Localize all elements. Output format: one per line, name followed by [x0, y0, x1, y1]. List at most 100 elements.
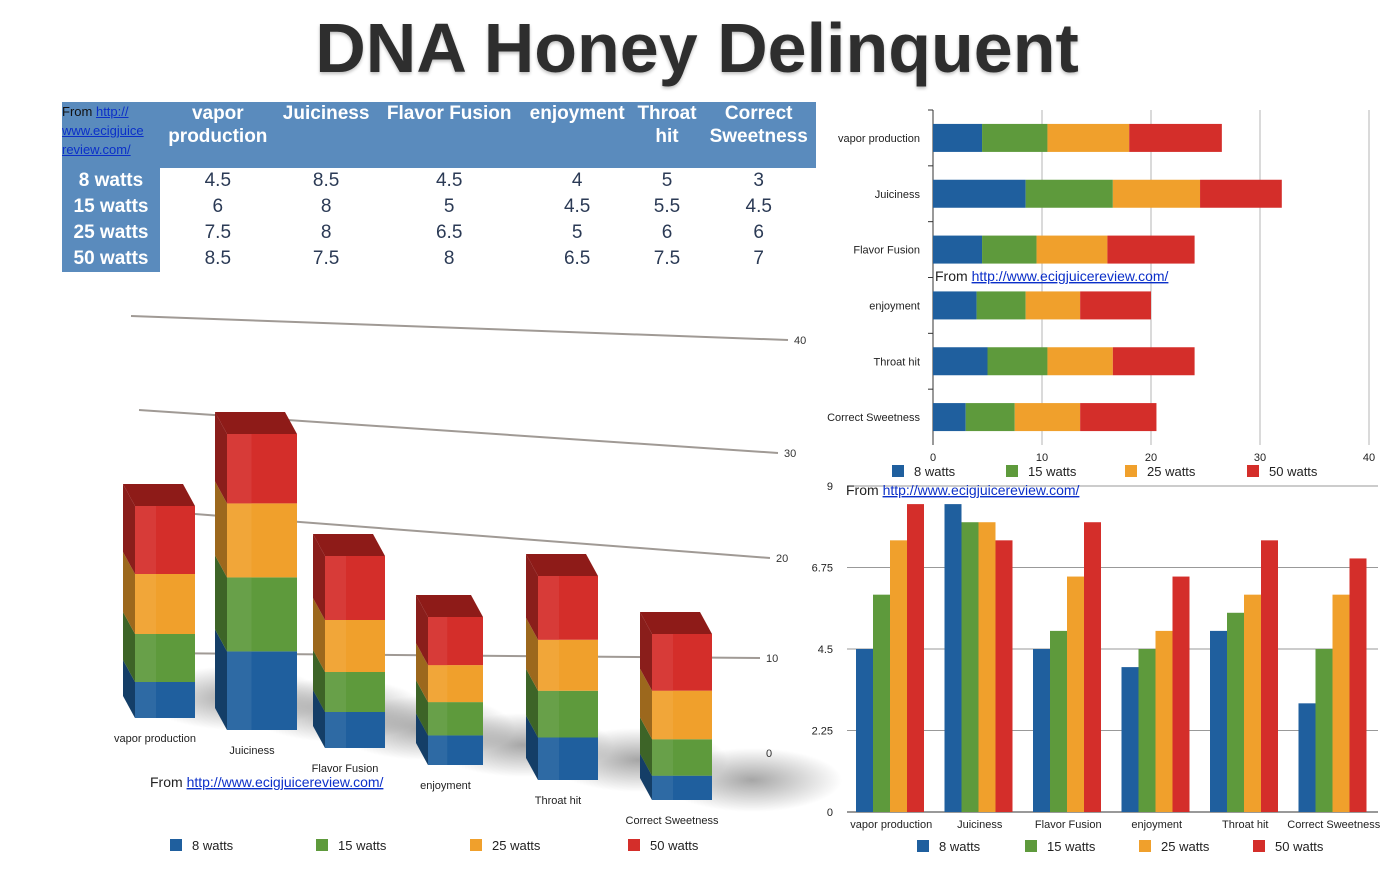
bar-juiciness-15-watts: [1025, 179, 1113, 208]
table-row: 50 watts 8.5 7.5 8 6.5 7.5 7: [62, 246, 816, 272]
bar-highlight: [227, 651, 252, 730]
bar-top-enjoyment: [416, 595, 483, 617]
legend-swatch-15-watts: [1025, 840, 1037, 852]
bar-flavor-fusion-15-watts: [1050, 630, 1067, 812]
source-link[interactable]: http://www.ecigjuicereview.com/: [187, 774, 384, 790]
legend-swatch-15-watts: [1006, 465, 1018, 477]
table-cell: 4: [571, 170, 583, 191]
bar-flavor-fusion-50-watts: [1084, 522, 1101, 812]
y-tick-label: 20: [776, 553, 788, 565]
bar-top-juiciness: [215, 412, 297, 434]
bar-highlight: [325, 556, 346, 620]
table-cell: 7: [753, 248, 764, 269]
category-label-correct-sweetness: Correct Sweetness: [1287, 819, 1380, 831]
bar-side-correct-sweetness-15-watts: [640, 717, 652, 776]
table-cell: 8.5: [204, 248, 232, 269]
table-cell: 6: [753, 222, 764, 243]
bar-highlight: [428, 735, 448, 765]
bar-correct-sweetness-50-watts: [1349, 558, 1367, 812]
column-header-throat-hit: Throat hit: [632, 102, 702, 168]
x-tick-label: 10: [1036, 452, 1048, 464]
bar-side-correct-sweetness-8-watts: [640, 753, 652, 800]
category-label-correct-sweetness: Correct Sweetness: [626, 815, 719, 827]
bar-enjoyment-50-watts: [1172, 576, 1190, 812]
x-tick-label: 40: [1363, 452, 1375, 464]
bar-side-correct-sweetness-25-watts: [640, 668, 652, 740]
bar-flavor-fusion-50-watts: [1107, 235, 1195, 264]
y-tick-label: 10: [766, 653, 778, 665]
legend-label-50-watts: 50 watts: [1269, 464, 1318, 479]
bar-highlight: [227, 434, 252, 504]
table-cell: 5: [571, 222, 583, 243]
ratings-table: From http://www.ecigjuice review.com/ vap…: [62, 102, 816, 272]
bar-side-correct-sweetness-50-watts: [640, 611, 652, 691]
bar-highlight: [325, 672, 346, 712]
table-source-cell: From http://www.ecigjuice review.com/: [62, 102, 160, 168]
bar-highlight: [538, 737, 559, 780]
y-tick-label: 40: [794, 335, 806, 347]
y-tick-label: 6.75: [812, 563, 833, 575]
bar-top-flavor-fusion: [313, 534, 385, 556]
bar-highlight: [538, 690, 559, 738]
row-label: 15 watts: [62, 194, 160, 220]
bar-highlight: [428, 702, 448, 736]
legend-label-15-watts: 15 watts: [338, 838, 387, 853]
legend-label-50-watts: 50 watts: [650, 838, 699, 853]
bar-enjoyment-8-watts: [933, 291, 977, 320]
source-link[interactable]: http://www.ecigjuicereview.com/: [972, 268, 1169, 284]
legend-swatch-25-watts: [470, 839, 482, 851]
source-link[interactable]: http://www.ecigjuicereview.com/: [883, 482, 1080, 498]
bar-juiciness-50-watts: [1200, 179, 1282, 208]
bar-correct-sweetness-25-watts: [1014, 403, 1081, 432]
bar-side-flavor-fusion-15-watts: [313, 650, 325, 712]
legend-label-8-watts: 8 watts: [192, 838, 234, 853]
bar-enjoyment-15-watts: [1138, 649, 1156, 812]
category-label-enjoyment: enjoyment: [1131, 819, 1182, 831]
bar-side-juiciness-15-watts: [215, 555, 227, 652]
table-cell: 4.5: [435, 170, 463, 191]
y-tick-label: 30: [784, 448, 796, 460]
bar-throat-hit-50-watts: [1112, 347, 1195, 376]
legend-label-50-watts: 50 watts: [1275, 839, 1324, 854]
bar-highlight: [652, 633, 673, 691]
table-cell: 8: [443, 248, 455, 269]
table-cell: 5: [661, 170, 673, 191]
bar-side-juiciness-25-watts: [215, 481, 227, 578]
bar-flavor-fusion-25-watts: [1036, 235, 1108, 264]
table-row: 15 watts 6 8 5 4.5 5.5 4.5: [62, 194, 816, 220]
row-label: 8 watts: [62, 168, 160, 194]
bar-side-throat-hit-15-watts: [526, 668, 538, 738]
bar-throat-hit-8-watts: [1210, 630, 1227, 812]
source-note: From http://www.ecigjuicereview.com/: [935, 268, 1169, 284]
bar-highlight: [227, 503, 252, 578]
bar-correct-sweetness-50-watts: [1080, 403, 1157, 432]
bar-side-vapor-production-50-watts: [123, 484, 135, 574]
table-header-row: From http://www.ecigjuice review.com/ vap…: [62, 102, 816, 168]
category-label-throat-hit: Throat hit: [874, 356, 920, 368]
bar-vapor-production-15-watts: [873, 594, 890, 812]
source-note: From http://www.ecigjuicereview.com/: [846, 482, 1080, 498]
table-source-link[interactable]: http://www.ecigjuice review.com/: [62, 104, 144, 157]
bar-vapor-production-25-watts: [890, 540, 907, 812]
category-label-flavor-fusion: Flavor Fusion: [312, 763, 379, 775]
bar-flavor-fusion-25-watts: [1067, 576, 1084, 812]
bar-highlight: [227, 577, 252, 652]
category-label-correct-sweetness: Correct Sweetness: [827, 412, 920, 424]
row-label: 50 watts: [62, 246, 160, 272]
y-tick-label: 0: [827, 807, 833, 819]
bar-throat-hit-15-watts: [987, 347, 1048, 376]
category-label-juiciness: Juiciness: [875, 189, 921, 201]
bar-correct-sweetness-8-watts: [933, 403, 966, 432]
legend-swatch-50-watts: [1247, 465, 1259, 477]
bar-side-flavor-fusion-50-watts: [313, 534, 325, 620]
column-header-correct-sweetness: Correct Sweetness: [701, 102, 816, 168]
category-label-flavor-fusion: Flavor Fusion: [1035, 819, 1102, 831]
stacked-3d-bar-chart: 0 10 20 30 40 vapor production Juiciness Flavor…: [114, 315, 842, 853]
legend-swatch-25-watts: [1139, 840, 1151, 852]
source-note: From http://www.ecigjuicereview.com/: [150, 774, 384, 790]
bar-highlight: [652, 739, 673, 776]
legend-swatch-25-watts: [1125, 465, 1137, 477]
table-row: 8 watts 4.5 8.5 4.5 4 5 3: [62, 168, 816, 194]
legend-label-8-watts: 8 watts: [939, 839, 981, 854]
table-cell: 6.5: [563, 248, 591, 269]
